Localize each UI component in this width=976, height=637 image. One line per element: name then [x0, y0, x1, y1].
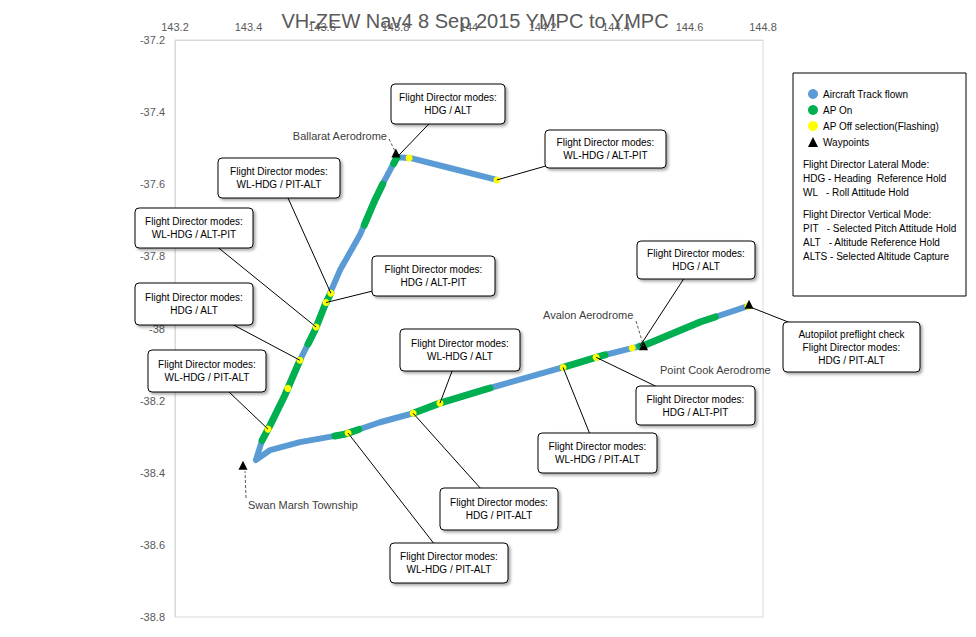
svg-text:VH-ZEW Nav4 8 Sep 2015 YMPC to: VH-ZEW Nav4 8 Sep 2015 YMPC to YMPC: [281, 10, 668, 32]
svg-text:Flight Director modes:: Flight Director modes:: [399, 92, 497, 103]
svg-text:144.8: 144.8: [749, 21, 777, 33]
svg-text:Ballarat Aerodrome: Ballarat Aerodrome: [293, 130, 387, 142]
svg-text:Flight Director modes:: Flight Director modes:: [385, 264, 483, 275]
svg-text:-37.6: -37.6: [140, 178, 165, 190]
svg-text:HDG / ALT-PIT: HDG / ALT-PIT: [401, 277, 467, 288]
svg-text:WL-HDG / PIT-ALT: WL-HDG / PIT-ALT: [237, 179, 322, 190]
svg-text:Swan Marsh Township: Swan Marsh Township: [248, 499, 358, 511]
svg-text:Flight Director modes:: Flight Director modes:: [411, 338, 509, 349]
svg-text:Autopilot preflight check: Autopilot preflight check: [798, 329, 905, 340]
svg-text:Flight Director modes:: Flight Director modes:: [647, 248, 745, 259]
svg-text:Flight Director modes:: Flight Director modes:: [557, 137, 655, 148]
svg-text:-37.8: -37.8: [140, 250, 165, 262]
svg-text:ALT - Altitude Reference Hol: ALT - Altitude Reference Hold: [803, 237, 940, 248]
svg-text:Flight Director modes:: Flight Director modes:: [145, 216, 243, 227]
svg-text:-37.2: -37.2: [140, 34, 165, 46]
svg-text:Flight Director modes:: Flight Director modes:: [158, 359, 256, 370]
svg-text:HDG / ALT: HDG / ALT: [170, 305, 218, 316]
svg-text:HDG - Heading Reference Hold: HDG - Heading Reference Hold: [803, 173, 946, 184]
svg-text:WL-HDG / ALT-PIT: WL-HDG / ALT-PIT: [563, 150, 647, 161]
svg-text:AP On: AP On: [823, 105, 852, 116]
svg-text:Flight Director Lateral Mode:: Flight Director Lateral Mode:: [803, 159, 929, 170]
svg-text:Flight Director modes:: Flight Director modes:: [803, 342, 901, 353]
svg-text:HDG / ALT: HDG / ALT: [424, 105, 472, 116]
svg-text:Flight Director modes:: Flight Director modes:: [450, 497, 548, 508]
svg-text:143.4: 143.4: [235, 21, 263, 33]
svg-text:-38.2: -38.2: [140, 395, 165, 407]
svg-text:Flight Director modes:: Flight Director modes:: [549, 441, 647, 452]
svg-text:WL-HDG / PIT-ALT: WL-HDG / PIT-ALT: [555, 454, 640, 465]
svg-text:144.6: 144.6: [676, 21, 704, 33]
svg-text:ALTS - Selected Altitude Captu: ALTS - Selected Altitude Capture: [803, 251, 949, 262]
svg-text:Flight Director Vertical Mode:: Flight Director Vertical Mode:: [803, 209, 931, 220]
svg-text:Point Cook Aerodrome: Point Cook Aerodrome: [660, 364, 771, 376]
svg-text:HDG / ALT-PIT: HDG / ALT-PIT: [663, 407, 729, 418]
svg-text:WL-HDG / PIT-ALT: WL-HDG / PIT-ALT: [165, 372, 250, 383]
svg-text:WL-HDG / ALT: WL-HDG / ALT: [427, 351, 493, 362]
svg-text:-37.4: -37.4: [140, 106, 165, 118]
svg-text:AP Off selection(Flashing): AP Off selection(Flashing): [823, 121, 939, 132]
svg-text:Flight Director modes:: Flight Director modes:: [230, 166, 328, 177]
svg-text:HDG / ALT: HDG / ALT: [672, 261, 720, 272]
svg-text:Avalon Aerodrome: Avalon Aerodrome: [543, 309, 633, 321]
svg-text:Flight Director modes:: Flight Director modes:: [647, 394, 745, 405]
svg-text:-38.4: -38.4: [140, 467, 165, 479]
svg-text:-38.6: -38.6: [140, 539, 165, 551]
svg-text:Flight Director modes:: Flight Director modes:: [145, 292, 243, 303]
svg-text:Flight Director modes:: Flight Director modes:: [400, 551, 498, 562]
svg-text:143.2: 143.2: [161, 21, 189, 33]
svg-text:HDG / PIT-ALT: HDG / PIT-ALT: [818, 355, 885, 366]
svg-text:Aircraft Track flown: Aircraft Track flown: [823, 89, 908, 100]
svg-text:-38: -38: [149, 322, 165, 335]
svg-text:PIT - Selected Pitch Attitud: PIT - Selected Pitch Attitude Hold: [803, 223, 956, 234]
svg-text:-38.8: -38.8: [140, 611, 165, 623]
svg-text:HDG / PIT-ALT: HDG / PIT-ALT: [466, 510, 533, 521]
svg-text:WL-HDG / PIT-ALT: WL-HDG / PIT-ALT: [407, 564, 492, 575]
svg-text:Waypoints: Waypoints: [823, 137, 869, 148]
svg-text:WL-HDG / ALT-PIT: WL-HDG / ALT-PIT: [152, 229, 236, 240]
svg-text:WL - Roll Attitude Hold: WL - Roll Attitude Hold: [803, 187, 909, 198]
